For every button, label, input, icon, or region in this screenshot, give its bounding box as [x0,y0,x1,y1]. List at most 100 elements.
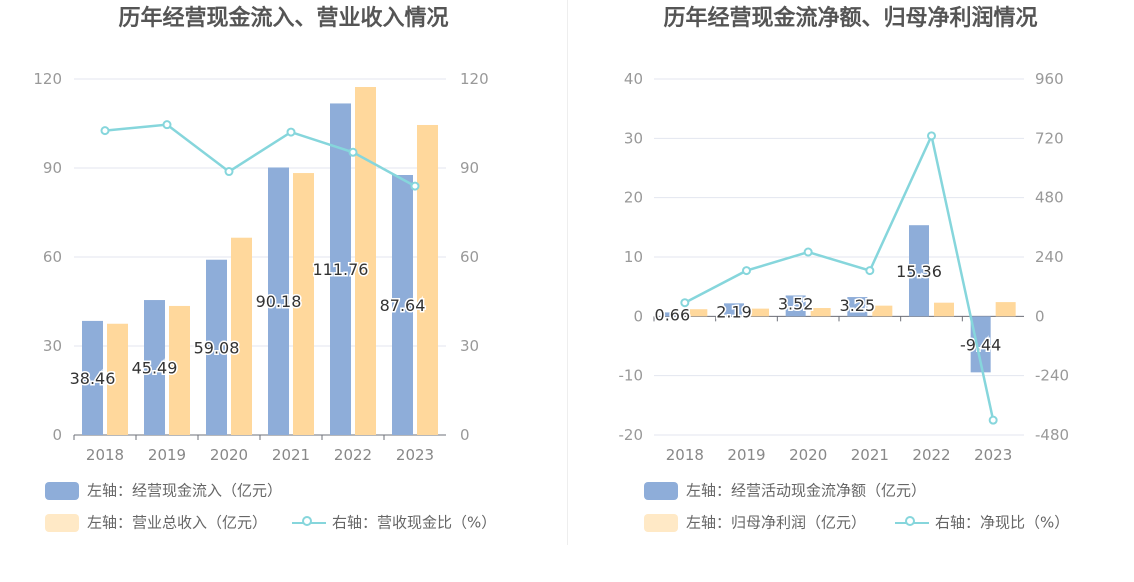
legend-item-line[interactable]: 右轴：净现比（%） [895,512,1069,533]
line-point-2019 [162,120,172,130]
chart-panel-net-cash: 历年经营现金流净额、归母净利润情况 -20 -10 0 10 20 30 40 -480 -24… [567,0,1134,582]
legend-item-line[interactable]: 右轴：营收现金比（%） [292,512,496,533]
bar-2018-revenue [687,309,708,317]
line-point-2022 [348,147,358,157]
y-left-tick-label: 120 [33,70,62,88]
bar-2018-revenue [107,323,128,435]
x-tick-label: 2021 [851,446,889,464]
y-left-tick-label: 20 [624,189,643,207]
line-point-2021 [286,127,296,137]
data-label: 87.64 [380,296,426,315]
legend-item-bar-2[interactable]: 左轴：归母净利润（亿元） [644,512,866,533]
legend-line-swatch [895,514,929,532]
x-tick-label: 2019 [148,446,186,464]
chart-title: 历年经营现金流净额、归母净利润情况 [663,6,1038,31]
legend-swatch [644,481,678,500]
y-right-tick-label: 60 [460,248,479,266]
line-point-2020 [803,247,813,257]
y-left-tick-label: 60 [43,248,62,266]
legend-item-bar-2[interactable]: 左轴：营业总收入（亿元） [45,512,267,533]
y-right-tick-label: -240 [1035,367,1069,385]
x-tick-label: 2018 [86,446,124,464]
x-tick-label: 2022 [334,446,372,464]
data-label: 2.19 [716,302,752,321]
data-label: 90.18 [256,292,302,311]
line-point-2018 [100,126,110,136]
y-left-tick-label: -20 [619,426,644,444]
bar-2023-cash [970,316,991,373]
y-left-tick-label: 40 [624,70,643,88]
y-left-tick-label: 0 [52,426,62,444]
bar-2020-cash [206,259,227,435]
x-tick-label: 2023 [396,446,434,464]
bar-2022-revenue [934,302,954,317]
legend-label: 右轴：净现比（%） [935,513,1070,532]
data-label: -9.44 [960,335,1001,354]
bar-2021-cash [847,297,868,317]
line-series [684,131,995,421]
line-point-2022 [927,131,936,141]
legend-label: 左轴：经营现金流入（亿元） [87,481,283,500]
y-left-tick-label: 90 [43,159,62,177]
legend-item-bar-1[interactable]: 左轴：经营活动现金流净额（亿元） [644,480,926,501]
x-tick-label: 2019 [727,446,765,464]
bar-2022-revenue [355,87,376,435]
y-right-tick-label: 30 [460,337,479,355]
bar-2021-cash [268,167,289,435]
bar-2019-cash [724,303,744,317]
y-right-tick-label: 480 [1035,189,1064,207]
x-tick-label: 2018 [666,446,704,464]
bar-2023-revenue [995,302,1016,317]
line-point-2020 [224,167,234,177]
bar-2021-revenue [293,173,314,435]
legend-swatch [45,481,79,500]
bar-2019-cash [144,300,165,435]
y-right-tick-label: 0 [460,426,470,444]
y-right-tick-label: 0 [1035,307,1045,325]
y-left-tick-label: 0 [633,307,643,325]
x-tick-label: 2020 [789,446,827,464]
bar-2020-revenue [231,237,252,435]
line-point-2021 [865,266,875,276]
bar-2019-revenue [169,305,190,435]
panel-divider [567,0,568,545]
data-label: 0.66 [655,305,691,324]
legend-label: 右轴：营收现金比（%） [332,513,497,532]
y-right-tick-label: 720 [1035,129,1064,147]
x-tick-label: 2022 [912,446,950,464]
x-tick-label: 2023 [974,446,1012,464]
bar-2023-revenue [417,124,438,435]
data-label: 38.46 [70,369,116,388]
bar-2020-cash [785,295,806,317]
y-right-tick-label: 960 [1035,70,1064,88]
y-left-tick-label: 30 [624,129,643,147]
line-point-2023 [988,415,998,425]
chart-title: 历年经营现金流入、营业收入情况 [118,6,449,31]
bar-2022-cash [330,103,351,435]
legend-label: 左轴：经营活动现金流净额（亿元） [686,481,927,500]
bar-2022-cash [909,225,929,317]
chart-panel-cash-inflow: 历年经营现金流入、营业收入情况 0 30 60 90 120 0 30 60 90 120 2018… [33,6,496,533]
y-right-tick-label: -480 [1035,426,1069,444]
y-right-tick-label: 90 [460,159,479,177]
bar-2021-revenue [872,305,893,317]
bar-2020-revenue [810,308,831,317]
bar-2019-revenue [749,308,769,317]
bar-2018-cash [82,320,103,435]
line-point-2018 [680,298,690,308]
data-label: 3.52 [778,294,814,313]
chart-plot-area: 0 30 60 90 120 0 30 60 90 120 2018 38.46 2019 45.49 20… [33,70,488,464]
legend-item-bar-1[interactable]: 左轴：经营现金流入（亿元） [45,480,282,501]
line-point-2023 [410,181,420,191]
legend-swatch [644,513,678,532]
legend-line-swatch [292,514,326,532]
data-label: 3.25 [840,296,876,315]
line-series [104,123,416,188]
x-tick-label: 2021 [272,446,310,464]
y-left-tick-label: -10 [619,367,644,385]
data-label: 111.76 [313,260,369,279]
data-label: 15.36 [896,262,942,281]
legend-swatch [45,513,79,532]
y-left-tick-label: 30 [43,337,62,355]
legend-label: 左轴：营业总收入（亿元） [87,513,268,532]
